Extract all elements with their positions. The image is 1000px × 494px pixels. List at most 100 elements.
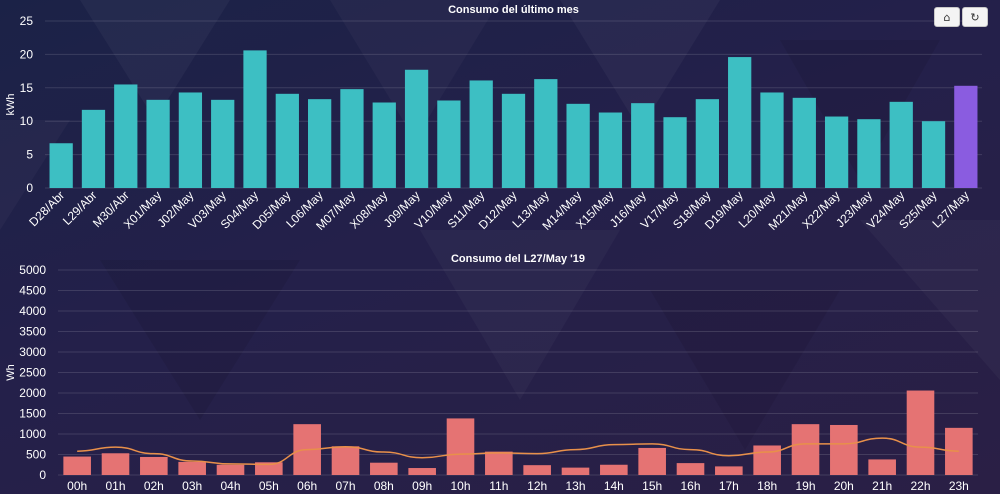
bar: [676, 463, 705, 475]
x-tick-label: 01h: [105, 479, 125, 493]
bar: [728, 57, 752, 189]
bar: [523, 465, 551, 475]
bar: [63, 456, 91, 475]
bar: [81, 109, 106, 188]
x-tick-label: 02h: [144, 479, 164, 493]
x-tick-label: 07h: [335, 479, 355, 493]
chart-title: Consumo del L27/May '19: [451, 253, 585, 265]
y-axis-label: kWh: [5, 94, 17, 116]
bar: [921, 121, 946, 188]
y-tick-label: 3500: [19, 325, 46, 339]
home-icon: ⌂: [943, 10, 951, 24]
x-tick-label: 09h: [412, 479, 432, 493]
bar: [243, 50, 267, 188]
x-tick-label: 18h: [757, 479, 777, 493]
bar: [695, 99, 719, 188]
y-tick-label: 0: [26, 181, 33, 195]
x-tick-label: 10h: [450, 479, 470, 493]
bar: [114, 84, 138, 188]
bar: [255, 462, 283, 475]
bar: [140, 456, 168, 475]
bar: [178, 92, 203, 188]
bar: [791, 424, 820, 475]
trend-line: [77, 437, 959, 466]
bar: [211, 99, 235, 188]
y-tick-label: 4500: [19, 284, 46, 298]
bar: [404, 69, 429, 188]
x-tick-label: 11h: [489, 479, 508, 493]
x-tick-label: 15h: [642, 479, 662, 493]
bar: [216, 464, 245, 475]
x-tick-label: 06h: [297, 479, 317, 493]
bar: [49, 143, 73, 188]
y-tick-label: 0: [39, 468, 46, 482]
bar: [437, 100, 461, 188]
bar: [954, 85, 978, 188]
y-tick-label: 500: [26, 448, 46, 462]
y-tick-label: 5: [26, 148, 33, 162]
bar: [331, 446, 360, 475]
x-tick-label: 08h: [374, 479, 394, 493]
y-tick-label: 1500: [19, 407, 46, 421]
y-tick-label: 25: [20, 14, 34, 28]
x-tick-label: 19h: [795, 479, 815, 493]
bar: [446, 418, 475, 475]
bar: [534, 79, 558, 188]
bar: [857, 119, 881, 188]
bar: [146, 99, 170, 188]
bar: [485, 451, 513, 475]
monthly-consumption-chart: Consumo del último mes0510152025kWhD28/A…: [5, 14, 978, 195]
y-tick-label: 5000: [19, 263, 46, 277]
bar: [600, 464, 628, 475]
x-tick-label: 03h: [182, 479, 202, 493]
x-tick-label: 04h: [220, 479, 240, 493]
bar: [370, 462, 398, 475]
x-tick-label: 21h: [872, 479, 892, 493]
bar: [372, 102, 396, 188]
x-tick-label: 13h: [565, 479, 585, 493]
bar: [631, 103, 655, 188]
refresh-button[interactable]: ↻: [962, 7, 988, 27]
bar: [598, 112, 623, 188]
y-tick-label: 4000: [19, 304, 46, 318]
bar: [275, 93, 299, 188]
bar: [824, 116, 849, 188]
x-tick-label: 23h: [949, 479, 969, 493]
bar: [638, 447, 666, 475]
bar: [178, 461, 206, 475]
y-tick-label: 2000: [19, 386, 46, 400]
bar: [663, 117, 687, 188]
y-tick-label: 3000: [19, 345, 46, 359]
refresh-icon: ↻: [970, 10, 980, 24]
x-tick-label: 17h: [719, 479, 739, 493]
bar: [469, 80, 493, 188]
bar: [715, 466, 743, 475]
y-tick-label: 1000: [19, 427, 46, 441]
x-tick-label: 16h: [680, 479, 700, 493]
x-tick-label: 05h: [259, 479, 279, 493]
y-axis-label: Wh: [5, 364, 17, 381]
y-tick-label: 2500: [19, 366, 46, 380]
y-tick-label: 15: [20, 81, 34, 95]
bar: [830, 424, 858, 475]
bar: [566, 103, 590, 188]
bar: [101, 453, 130, 475]
bar: [753, 445, 781, 475]
x-tick-label: 12h: [527, 479, 547, 493]
x-tick-label: 20h: [834, 479, 854, 493]
home-button[interactable]: ⌂: [934, 7, 960, 27]
y-tick-label: 20: [20, 47, 34, 61]
bar: [868, 459, 896, 475]
bar: [308, 99, 332, 188]
y-tick-label: 10: [20, 114, 34, 128]
bar: [889, 101, 913, 188]
bar: [408, 468, 436, 475]
bar: [760, 92, 784, 188]
bar: [501, 93, 526, 188]
x-tick-label: 22h: [910, 479, 930, 493]
bar: [561, 467, 590, 475]
bar: [340, 89, 364, 188]
x-tick-label: 00h: [67, 479, 87, 493]
